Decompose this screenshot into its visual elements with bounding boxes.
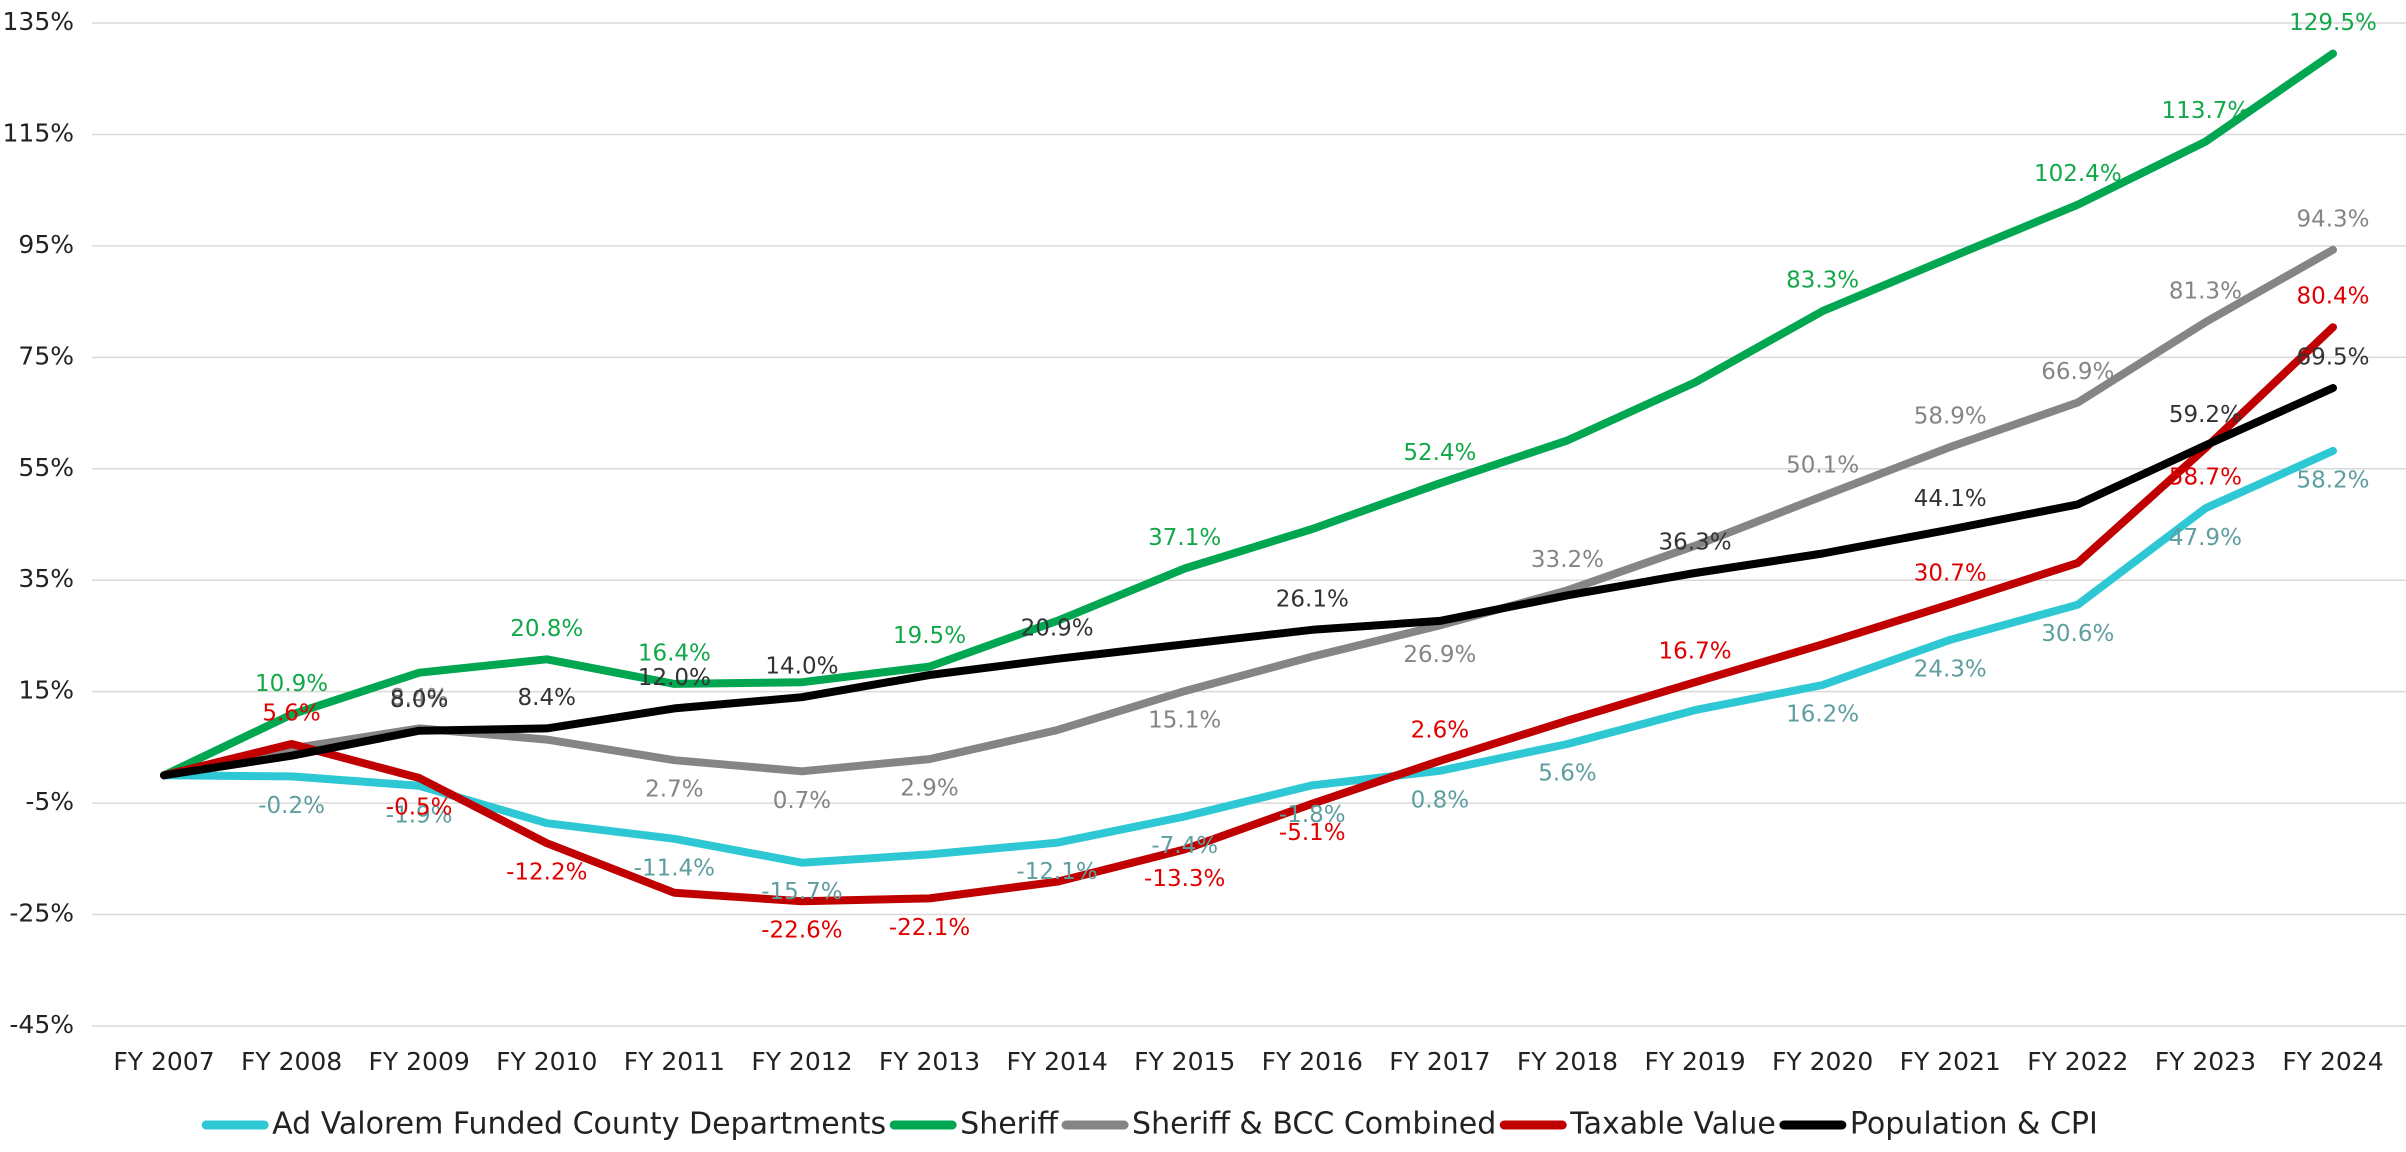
x-tick-label: FY 2008	[241, 1047, 342, 1076]
series-line	[160, 49, 2337, 780]
data-label: -22.1%	[889, 915, 970, 941]
data-label: 0.7%	[773, 788, 831, 814]
data-label: 26.1%	[1276, 586, 1349, 612]
data-label: 26.9%	[1403, 642, 1476, 668]
data-label: 44.1%	[1914, 486, 1987, 512]
x-tick-label: FY 2015	[1134, 1047, 1235, 1076]
data-label: 30.6%	[2041, 621, 2114, 647]
data-label: 8.0%	[390, 687, 448, 713]
data-label: 69.5%	[2296, 344, 2369, 370]
data-label: 12.0%	[638, 665, 711, 691]
x-tick-label: FY 2022	[2027, 1047, 2128, 1076]
x-tick-label: FY 2018	[1517, 1047, 1618, 1076]
y-tick-label: 95%	[18, 230, 74, 259]
data-label: 10.9%	[255, 671, 328, 697]
x-tick-label: FY 2007	[113, 1047, 214, 1076]
legend-label: Population & CPI	[1850, 1107, 2098, 1142]
data-label: 66.9%	[2041, 359, 2114, 385]
y-tick-label: 75%	[18, 341, 74, 370]
legend: Ad Valorem Funded County Departments Sher…	[201, 1107, 2098, 1142]
series-line	[160, 323, 2337, 906]
data-label: 2.9%	[900, 776, 958, 802]
x-tick-label: FY 2012	[751, 1047, 852, 1076]
data-label: -12.1%	[1016, 859, 1097, 885]
data-label: 16.2%	[1786, 701, 1859, 727]
legend-label: Sheriff	[960, 1107, 1059, 1142]
y-tick-label: -25%	[9, 899, 74, 928]
data-label: 113.7%	[2162, 98, 2250, 124]
x-tick-label: FY 2017	[1389, 1047, 1490, 1076]
data-label: 15.1%	[1148, 708, 1221, 734]
y-tick-label: 55%	[18, 453, 74, 482]
data-label: -0.5%	[386, 795, 453, 821]
data-label: -0.2%	[258, 793, 325, 819]
legend-label: Sheriff & BCC Combined	[1132, 1107, 1496, 1142]
data-label: 8.4%	[390, 685, 448, 711]
data-label: 50.1%	[1786, 453, 1859, 479]
x-tick-label: FY 2016	[1262, 1047, 1363, 1076]
data-label: -1.8%	[1279, 802, 1346, 828]
data-label: -7.4%	[1151, 833, 1218, 859]
x-tick-label: FY 2011	[624, 1047, 725, 1076]
data-label: 2.7%	[645, 777, 703, 803]
data-label: -15.7%	[761, 879, 842, 905]
data-label: -13.3%	[1144, 866, 1225, 892]
x-tick-label: FY 2024	[2282, 1047, 2383, 1076]
data-label: 5.6%	[262, 701, 320, 727]
data-label: -11.4%	[634, 855, 715, 881]
data-label: 81.3%	[2169, 279, 2242, 305]
x-tick-label: FY 2009	[369, 1047, 470, 1076]
x-tick-label: FY 2013	[879, 1047, 980, 1076]
x-tick-label: FY 2023	[2155, 1047, 2256, 1076]
data-label: 129.5%	[2289, 10, 2377, 36]
data-label: 47.9%	[2169, 525, 2242, 551]
data-label: 5.6%	[1538, 761, 1596, 787]
y-tick-label: 15%	[18, 676, 74, 705]
y-tick-label: -5%	[25, 787, 74, 816]
data-label: 14.0%	[765, 654, 838, 680]
data-label: -1.9%	[386, 802, 453, 828]
y-tick-label: 35%	[18, 564, 74, 593]
data-label: 20.9%	[1021, 615, 1094, 641]
series-line	[160, 245, 2337, 780]
legend-label: Ad Valorem Funded County Departments	[272, 1107, 886, 1142]
legend-label: Taxable Value	[1569, 1107, 1776, 1142]
data-label: -22.6%	[761, 918, 842, 944]
series-line	[160, 446, 2337, 867]
data-label: 58.9%	[1914, 404, 1987, 430]
data-label: 30.7%	[1914, 561, 1987, 587]
data-label: 83.3%	[1786, 268, 1859, 294]
data-label: 2.6%	[1411, 717, 1469, 743]
y-tick-label: 115%	[3, 118, 74, 147]
x-tick-label: FY 2019	[1644, 1047, 1745, 1076]
data-label: 8.4%	[518, 685, 576, 711]
data-label: 19.5%	[893, 623, 966, 649]
data-label: -12.2%	[506, 860, 587, 886]
data-label: -5.1%	[1279, 820, 1346, 846]
data-label: 33.2%	[1531, 547, 1604, 573]
data-label: 52.4%	[1403, 440, 1476, 466]
data-label: 59.2%	[2169, 402, 2242, 428]
x-tick-label: FY 2021	[1900, 1047, 2001, 1076]
y-tick-label: 135%	[3, 7, 74, 36]
data-label: 20.8%	[510, 616, 583, 642]
data-label: 0.8%	[1411, 787, 1469, 813]
data-label: 16.7%	[1659, 639, 1732, 665]
x-tick-label: FY 2020	[1772, 1047, 1873, 1076]
data-label: 58.7%	[2169, 465, 2242, 491]
data-label: 24.3%	[1914, 656, 1987, 682]
y-tick-label: -45%	[9, 1010, 74, 1039]
x-tick-label: FY 2010	[496, 1047, 597, 1076]
series-line	[160, 384, 2337, 780]
x-tick-label: FY 2014	[1007, 1047, 1108, 1076]
data-label: 58.2%	[2296, 467, 2369, 493]
data-label: 16.4%	[638, 640, 711, 666]
data-label: 37.1%	[1148, 525, 1221, 551]
data-label: 94.3%	[2296, 206, 2369, 232]
data-label: 36.3%	[1659, 529, 1732, 555]
data-label: 102.4%	[2034, 161, 2122, 187]
data-label: 80.4%	[2296, 284, 2369, 310]
